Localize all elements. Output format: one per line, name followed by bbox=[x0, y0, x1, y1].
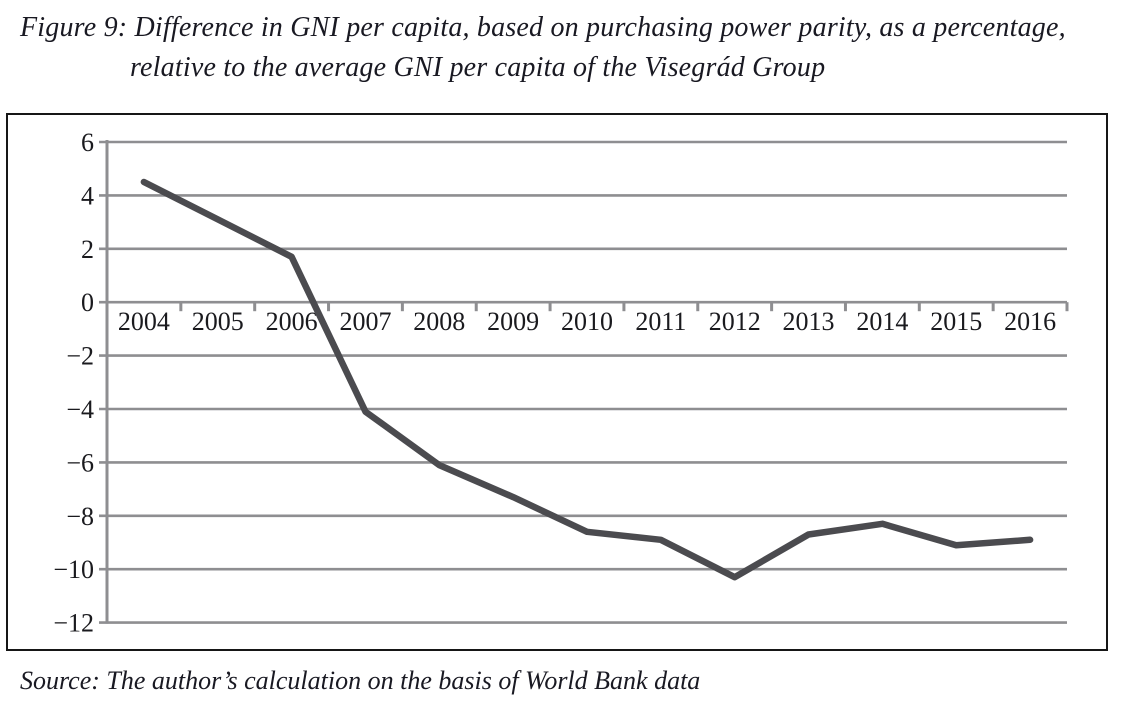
x-tick-label: 2012 bbox=[709, 307, 761, 336]
x-tick-label: 2006 bbox=[266, 307, 318, 336]
x-tick-label: 2013 bbox=[783, 307, 835, 336]
x-tick-label: 2004 bbox=[118, 307, 170, 336]
source-note: Source: The author’s calculation on the … bbox=[20, 666, 701, 695]
x-tick-label: 2005 bbox=[192, 307, 244, 336]
x-tick-label: 2014 bbox=[856, 307, 908, 336]
y-tick-label: 6 bbox=[81, 128, 94, 157]
y-tick-label: −10 bbox=[53, 555, 94, 584]
y-tick-label: 0 bbox=[81, 288, 94, 317]
y-tick-label: −6 bbox=[66, 448, 94, 477]
y-tick-label: −2 bbox=[66, 342, 94, 371]
y-tick-label: −8 bbox=[66, 502, 94, 531]
x-tick-label: 2011 bbox=[635, 307, 686, 336]
x-tick-label: 2007 bbox=[339, 307, 391, 336]
x-tick-label: 2015 bbox=[930, 307, 982, 336]
chart-frame: 6 4 2 0 −2 −4 −6 −8 −10 −12 2004 2005 2006 2007 2008 20… bbox=[6, 113, 1108, 651]
x-tick-label: 2009 bbox=[487, 307, 539, 336]
gni-line-chart: 6 4 2 0 −2 −4 −6 −8 −10 −12 2004 2005 2006 2007 2008 20… bbox=[53, 128, 1069, 638]
data-line bbox=[140, 178, 1034, 581]
figure-title-line-2: relative to the average GNI per capita o… bbox=[130, 52, 826, 83]
y-tick-label: −4 bbox=[66, 395, 94, 424]
x-tick-label: 2016 bbox=[1004, 307, 1056, 336]
y-tick-label: 4 bbox=[81, 181, 94, 210]
y-tick-label: −12 bbox=[53, 609, 94, 638]
x-tick-label: 2010 bbox=[561, 307, 613, 336]
figure-title-line-1: Figure 9: Difference in GNI per capita, … bbox=[20, 12, 1066, 43]
y-tick-label: 2 bbox=[81, 235, 94, 264]
x-tick-label: 2008 bbox=[413, 307, 465, 336]
